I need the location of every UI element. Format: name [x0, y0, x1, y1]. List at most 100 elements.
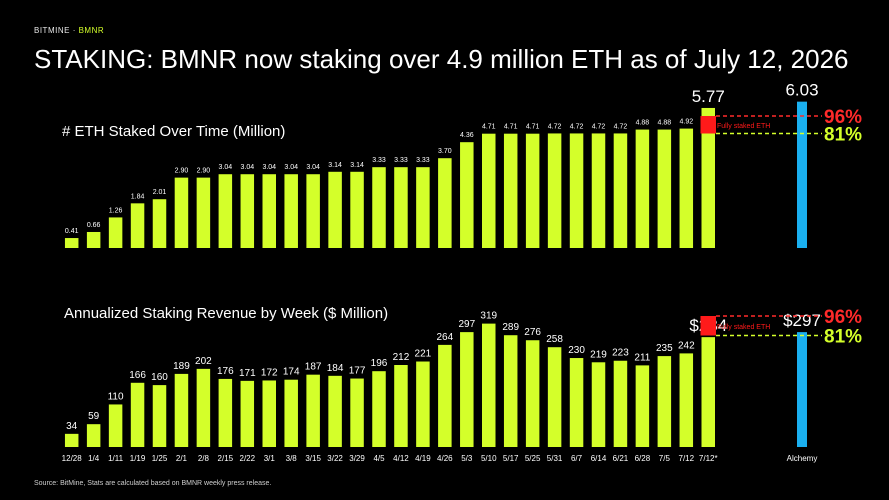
x-tick-label: 6/28: [635, 454, 651, 463]
x-tick-label: 3/22: [327, 454, 343, 463]
top-bar-value-label: 5.77: [692, 87, 725, 106]
top-bar-value-label: 4.72: [592, 123, 606, 130]
bottom-bar-value-label: 187: [305, 362, 322, 373]
top-bar: [372, 167, 386, 248]
top-bar-value-label: 4.71: [504, 124, 518, 131]
x-tick-label: 6/14: [591, 454, 607, 463]
x-tick-label-alchemy: Alchemy: [787, 454, 818, 463]
x-tick-label: 2/8: [198, 454, 210, 463]
top-bar: [108, 217, 123, 248]
x-tick-label: 4/5: [373, 454, 385, 463]
top-bar-value-label: 0.41: [65, 228, 79, 235]
top-alchemy-value-label: 6.03: [785, 81, 818, 100]
top-bar: [284, 174, 298, 248]
x-tick-label: 2/22: [240, 454, 256, 463]
source-note: Source: BitMine, Stats are calculated ba…: [34, 480, 272, 487]
bottom-bar: [635, 365, 650, 447]
top-bar-value-label: 3.04: [284, 164, 298, 171]
top-bar-value-label: 4.92: [679, 119, 693, 126]
x-tick-label: 1/4: [88, 454, 100, 463]
bottom-pct-81-label: 81%: [824, 327, 862, 348]
x-tick-label: 1/19: [130, 454, 146, 463]
bottom-bar: [591, 362, 606, 447]
bottom-bar-value-label: 184: [327, 363, 344, 374]
bottom-bar: [416, 361, 430, 447]
bottom-bar-value-label: 160: [151, 372, 168, 383]
bottom-bar: [701, 337, 715, 447]
bottom-bar-value-label: 221: [415, 349, 432, 360]
top-bar: [130, 203, 145, 248]
bottom-bar: [372, 371, 386, 447]
bottom-bar-value-label: 223: [612, 348, 629, 359]
bottom-alchemy-bar: [797, 332, 807, 447]
top-bar-value-label: 4.71: [482, 124, 496, 131]
x-tick-label: 4/12: [393, 454, 409, 463]
top-bar-value-label: 3.04: [219, 164, 233, 171]
bottom-bar-value-label: 297: [458, 319, 475, 330]
x-tick-label: 3/15: [305, 454, 321, 463]
top-bar-value-label: 2.90: [175, 168, 189, 175]
bottom-bar-value-label: 230: [568, 345, 585, 356]
x-tick-label: 5/10: [481, 454, 497, 463]
bottom-bar-value-label: 242: [678, 340, 695, 351]
brand-name: BITMINE: [34, 26, 70, 35]
bottom-bar: [108, 404, 123, 447]
brand-separator: ·: [72, 26, 76, 35]
bottom-alchemy-value-label: $297: [783, 311, 821, 330]
top-bar-value-label: 4.71: [526, 124, 540, 131]
x-tick-label: 4/19: [415, 454, 431, 463]
top-alchemy-bar: [797, 101, 807, 248]
bottom-bar-value-label: 219: [590, 349, 607, 360]
bottom-bar: [284, 379, 298, 447]
top-bar-value-label: 2.90: [197, 168, 211, 175]
x-tick-label: 5/31: [547, 454, 563, 463]
top-bar: [635, 129, 650, 248]
top-bar-value-label: 4.88: [658, 120, 672, 127]
top-bar: [328, 171, 342, 248]
x-tick-label: 5/3: [461, 454, 473, 463]
bottom-bar: [438, 344, 452, 447]
top-bar-value-label: 3.33: [394, 157, 408, 164]
top-bar-value-label: 4.88: [636, 120, 650, 127]
bottom-bar-value-label: 196: [371, 358, 388, 369]
x-tick-label: 5/25: [525, 454, 541, 463]
brand-header: BITMINE · BMNR: [34, 26, 104, 35]
top-pct-96-label: 96%: [824, 107, 862, 128]
top-bar: [306, 174, 320, 248]
bottom-bar: [482, 323, 496, 447]
page-title: STAKING: BMNR now staking over 4.9 milli…: [34, 44, 849, 74]
x-tick-label: 2/1: [176, 454, 188, 463]
x-tick-label: 3/29: [349, 454, 365, 463]
bottom-bar-value-label: 235: [656, 343, 673, 354]
bottom-bar-value-label: 189: [173, 361, 190, 372]
top-fully-staked-label: Fully staked ETH: [717, 123, 770, 130]
top-bar: [86, 231, 101, 248]
bottom-bar: [503, 335, 518, 447]
bottom-bar-value-label: 110: [108, 391, 124, 402]
bottom-bar-value-label: 258: [546, 334, 563, 345]
top-bar-value-label: 2.01: [153, 189, 167, 196]
bottom-bar-value-label: 211: [634, 352, 650, 363]
top-bar-value-label: 3.70: [438, 148, 452, 155]
bottom-bar-value-label: 34: [66, 421, 78, 432]
bottom-bar: [86, 424, 101, 447]
x-tick-label: 2/15: [218, 454, 234, 463]
top-fully-staked-segment: [700, 116, 716, 134]
top-bar: [394, 167, 408, 248]
bottom-bar-value-label: 212: [393, 352, 410, 363]
bottom-bar-value-label: 172: [261, 367, 278, 378]
bottom-bar-value-label: 289: [502, 322, 519, 333]
x-tick-label: 7/12*: [699, 454, 718, 463]
x-tick-label: 1/11: [108, 454, 124, 463]
bottom-bar: [306, 374, 320, 447]
x-tick-label: 6/7: [571, 454, 583, 463]
bottom-bar-value-label: 319: [480, 311, 497, 322]
bottom-fully-staked-segment: [700, 316, 716, 336]
top-bar-value-label: 1.84: [131, 193, 145, 200]
bottom-bar: [196, 368, 211, 447]
bottom-bar: [130, 382, 145, 447]
x-tick-label: 3/8: [286, 454, 298, 463]
x-tick-label: 7/5: [659, 454, 671, 463]
